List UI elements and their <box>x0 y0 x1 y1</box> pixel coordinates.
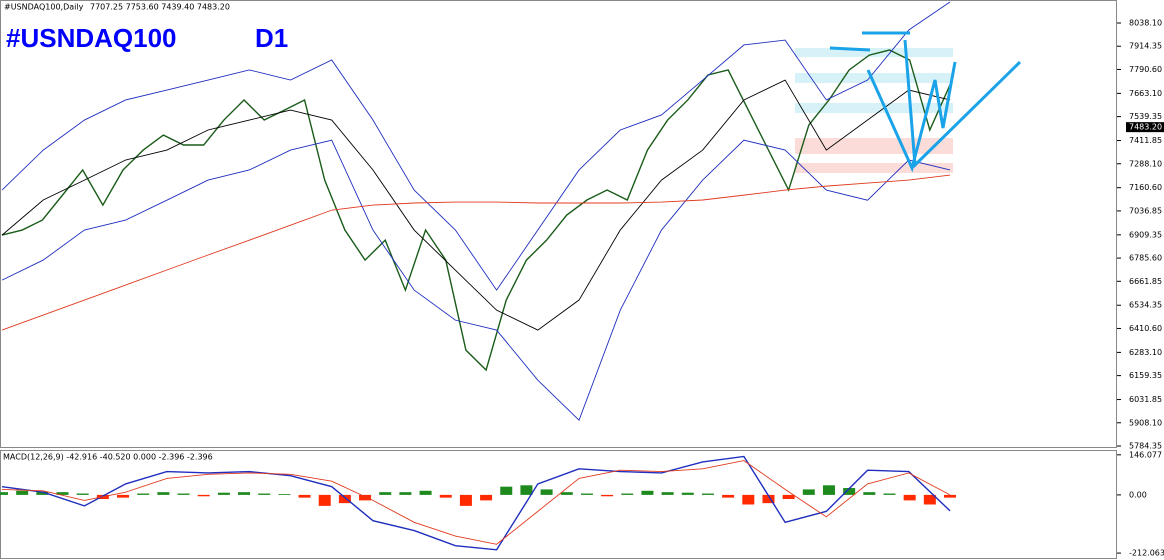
y-tick-label: 6283.10 <box>1129 348 1162 357</box>
histogram-bar <box>439 494 452 498</box>
y-tick-label: 7288.10 <box>1129 159 1162 168</box>
y-tick-label: -212.063 <box>1129 549 1164 558</box>
histogram-bar <box>419 490 432 495</box>
histogram-bar <box>338 494 351 504</box>
histogram-bar <box>258 493 271 495</box>
y-tick-label: 8038.10 <box>1129 18 1162 27</box>
histogram-bar <box>0 492 8 495</box>
histogram-bar <box>863 492 876 495</box>
series-line <box>1 1 951 291</box>
y-tick-label: 7914.35 <box>1129 42 1162 51</box>
y-tick-label: 7160.60 <box>1129 183 1162 192</box>
histogram-bar <box>117 494 130 498</box>
histogram-bar <box>701 493 714 495</box>
histogram-bar <box>520 485 533 495</box>
symbol: #USNDAQ100,Daily <box>4 3 84 12</box>
histogram-bar <box>843 488 856 495</box>
y-tick-label: 7539.35 <box>1129 112 1162 121</box>
histogram-bar <box>399 492 412 495</box>
series-line <box>1 79 951 331</box>
histogram-bar <box>802 489 815 495</box>
histogram-bar <box>359 494 372 501</box>
main-pane <box>0 0 1117 448</box>
histogram-bar <box>459 494 472 506</box>
histogram-bar <box>217 492 230 495</box>
macd-pane <box>0 450 1117 559</box>
y-tick-label: 5908.10 <box>1129 418 1162 427</box>
last-price-box <box>1126 122 1164 133</box>
y-tick-label: 6909.35 <box>1129 230 1162 239</box>
histogram-bar <box>157 492 170 495</box>
zone <box>795 48 953 57</box>
last-price: 7483.20 <box>1129 123 1162 132</box>
histogram-bar <box>76 493 89 495</box>
histogram-bar <box>56 492 69 495</box>
histogram-bar <box>762 494 775 504</box>
y-tick-label: 6661.85 <box>1129 277 1162 286</box>
histogram-bar <box>822 485 835 495</box>
histogram-bar <box>883 493 896 495</box>
zone <box>795 73 953 83</box>
zone <box>795 163 953 173</box>
series-line <box>1 174 951 331</box>
macd-label: MACD(12,26,9) -42.916 -40.520 0.000 -2.3… <box>3 453 213 462</box>
histogram-bar <box>661 492 674 495</box>
drawing <box>829 31 1022 173</box>
histogram-bar <box>36 491 49 495</box>
histogram-bar <box>944 494 956 498</box>
histogram-bar <box>500 486 513 495</box>
histogram-bar <box>641 490 654 495</box>
timeframe: D1 <box>255 23 288 53</box>
histogram-bar <box>621 493 634 495</box>
y-tick-label: 6410.60 <box>1129 324 1162 333</box>
histogram-bar <box>318 494 331 506</box>
plot <box>0 1 956 551</box>
histogram-bar <box>560 492 573 495</box>
histogram-bar <box>379 492 392 495</box>
histogram-bar <box>782 494 795 500</box>
histogram-bar <box>197 494 210 497</box>
histogram-bar <box>238 492 251 495</box>
histogram-bar <box>137 493 150 495</box>
series-line <box>1 139 951 421</box>
histogram-bar <box>480 494 493 501</box>
histogram-bar <box>580 493 593 495</box>
ohlc: 7707.25 7753.60 7439.40 7483.20 <box>90 3 230 12</box>
series-line <box>1 460 951 545</box>
y-tick-label: 7663.10 <box>1129 89 1162 98</box>
y-tick-label: 7790.60 <box>1129 65 1162 74</box>
histogram-bar <box>601 494 614 497</box>
histogram-bar <box>298 494 311 498</box>
y-tick-label: 5784.35 <box>1129 442 1162 451</box>
y-tick-label: 6159.35 <box>1129 371 1162 380</box>
y-tick-label: 6534.35 <box>1129 301 1162 310</box>
histogram-bar <box>923 494 936 505</box>
histogram-bar <box>16 490 29 495</box>
zone <box>795 103 953 113</box>
histogram-bar <box>742 494 755 505</box>
histogram-bar <box>681 492 694 495</box>
series-line <box>1 49 951 372</box>
y-tick-label: 0.00 <box>1129 490 1147 499</box>
histogram-bar <box>722 494 735 498</box>
series-line <box>1 455 951 551</box>
y-tick-label: 7411.85 <box>1129 136 1162 145</box>
y-tick-label: 6031.85 <box>1129 395 1162 404</box>
histogram-bar <box>177 493 190 495</box>
y-tick-label: 7036.85 <box>1129 206 1162 215</box>
y-tick-label: 6785.60 <box>1129 254 1162 263</box>
histogram-bar <box>540 489 553 495</box>
histogram-bar <box>278 494 291 495</box>
histogram-bar <box>903 494 916 501</box>
y-tick-label: 146.077 <box>1129 450 1162 459</box>
title: #USNDAQ100 <box>6 23 177 53</box>
